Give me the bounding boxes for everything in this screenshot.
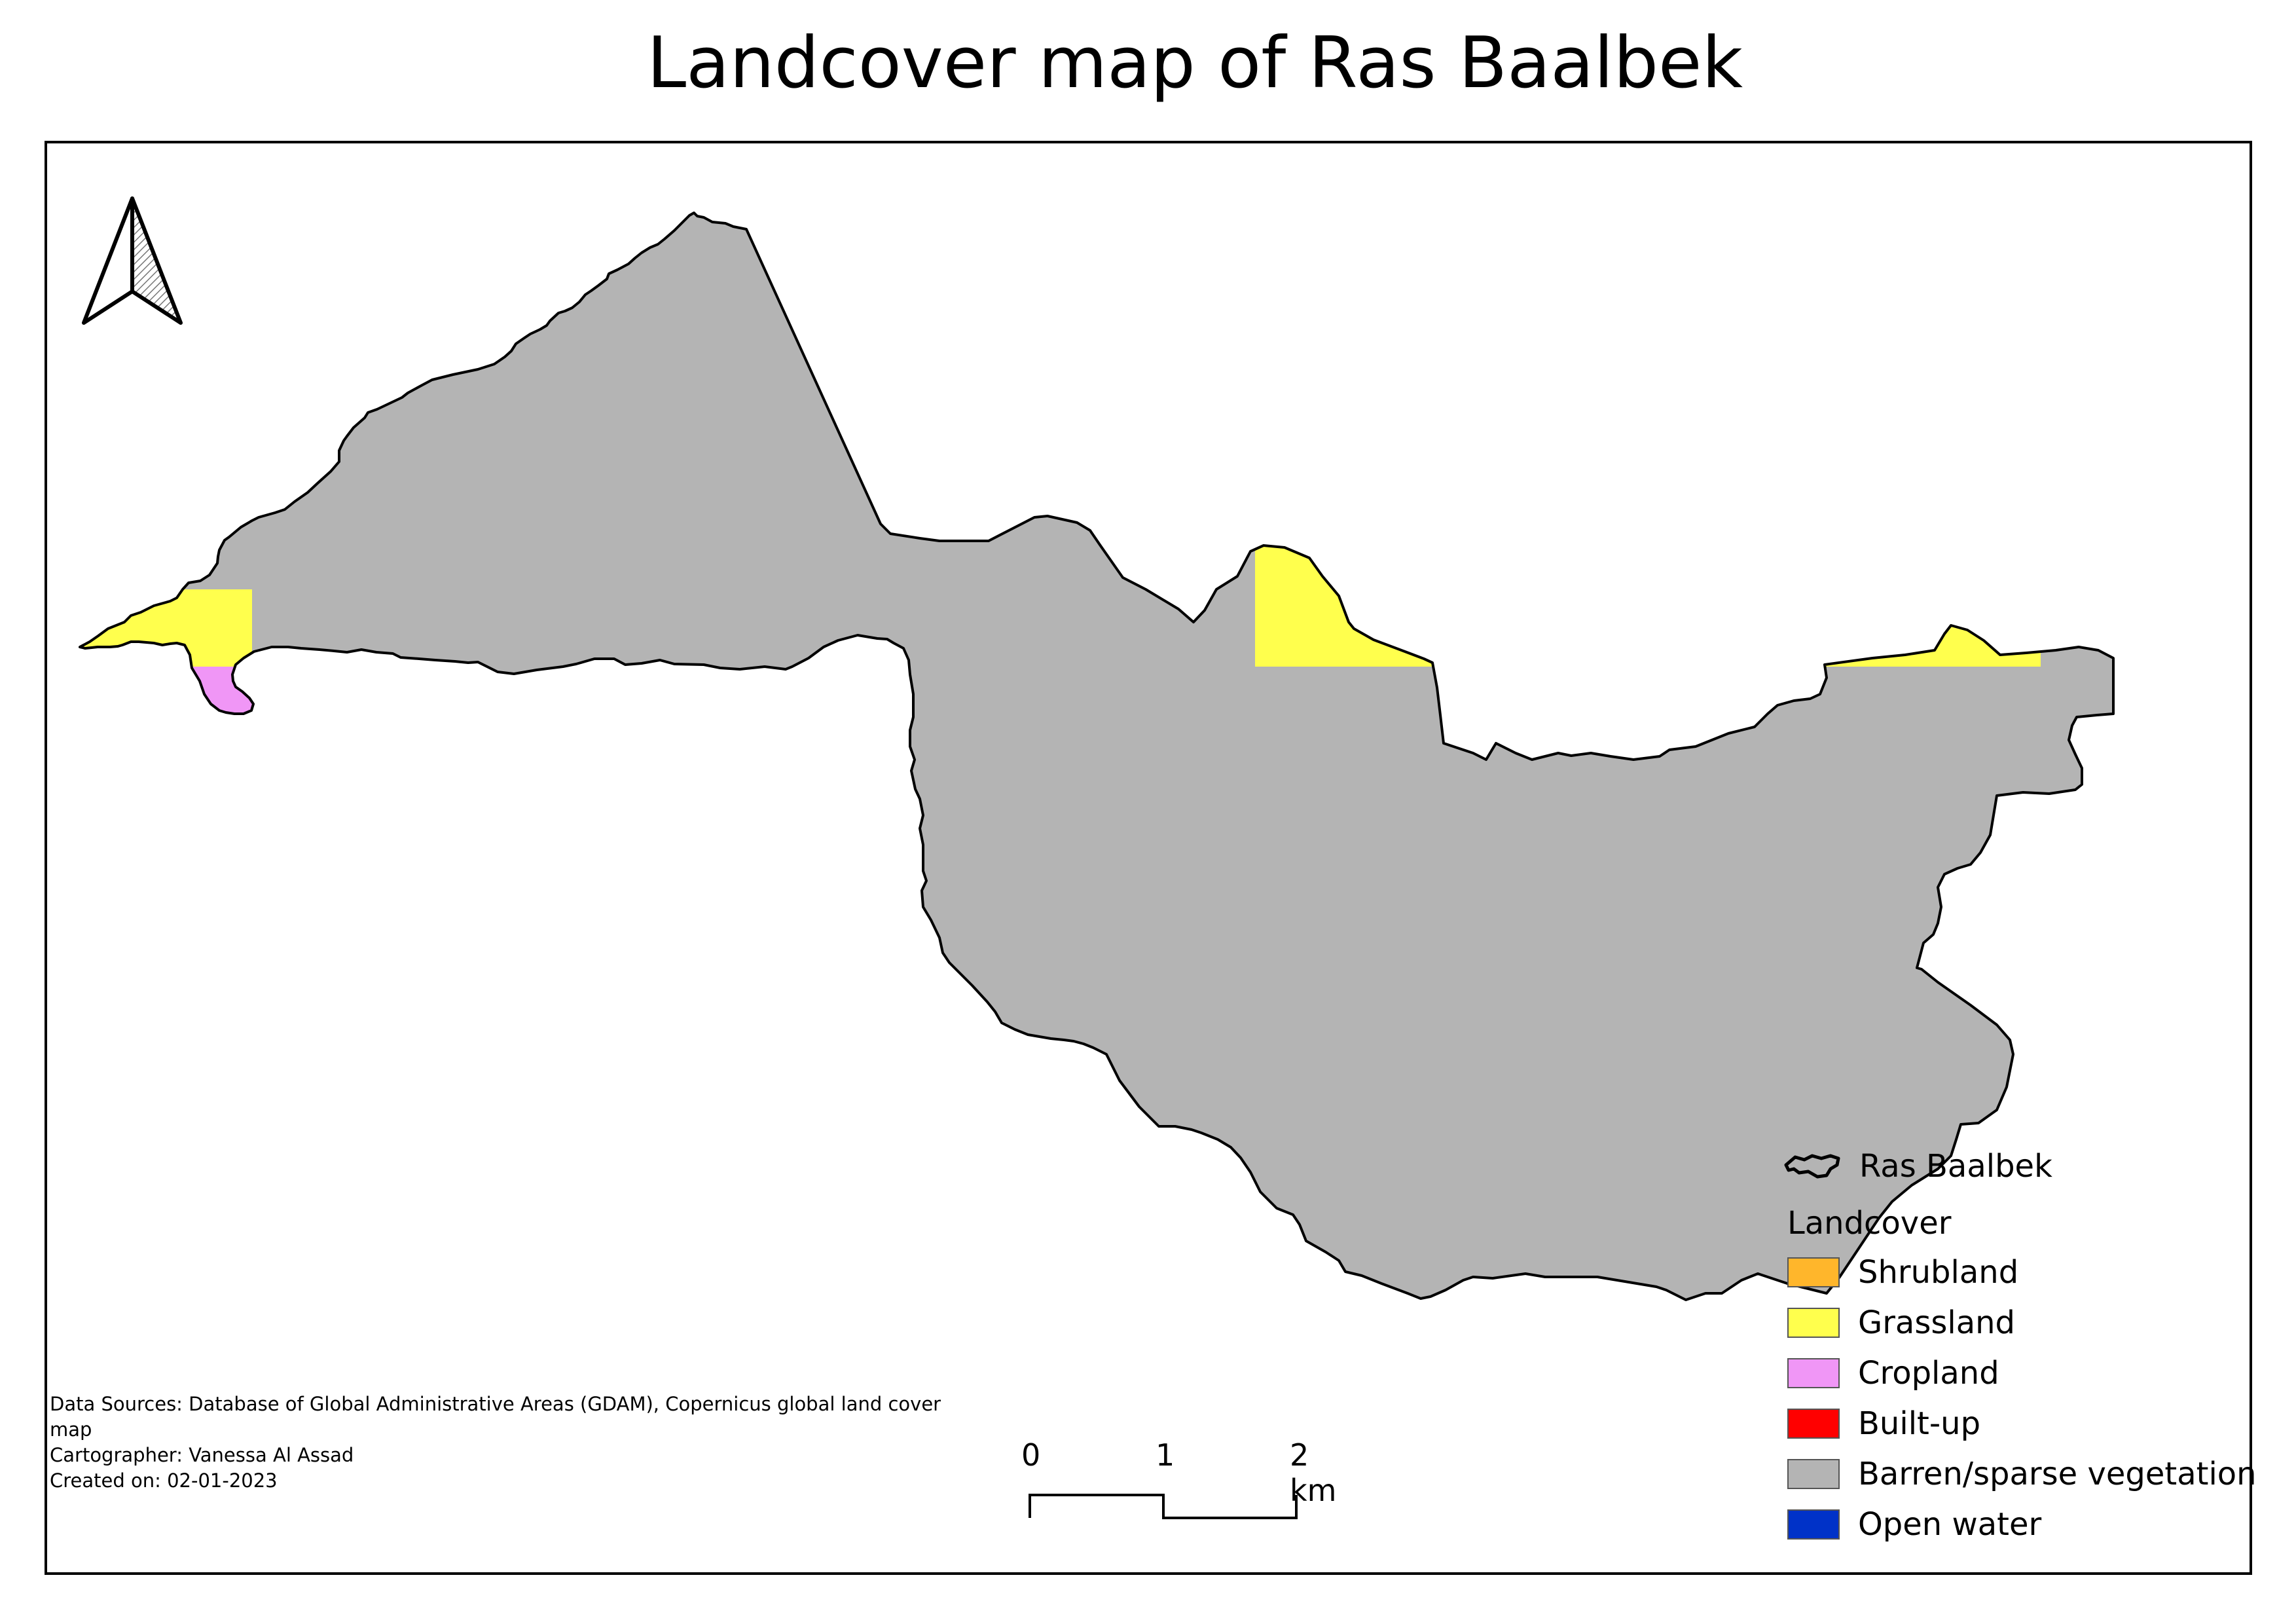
legend-swatch bbox=[1787, 1308, 1840, 1338]
legend-swatch bbox=[1787, 1257, 1840, 1287]
map-title: Landcover map of Ras Baalbek bbox=[646, 22, 1743, 104]
legend-label: Barren/sparse vegetation bbox=[1858, 1456, 2257, 1492]
legend-item-cropland: Cropland bbox=[1787, 1355, 2296, 1394]
legend-label: Shrubland bbox=[1858, 1254, 2019, 1291]
scale-label-0: 0 bbox=[1021, 1437, 1041, 1473]
legend-label: Grassland bbox=[1858, 1304, 2015, 1341]
legend-item-built-up: Built-up bbox=[1787, 1405, 2296, 1445]
map-credits: Data Sources: Database of Global Adminis… bbox=[50, 1392, 966, 1494]
legend-label: Open water bbox=[1858, 1506, 2042, 1543]
legend-item-open-water: Open water bbox=[1787, 1506, 2296, 1545]
legend-item-shrubland: Shrubland bbox=[1787, 1254, 2296, 1293]
legend-label: Cropland bbox=[1858, 1355, 1999, 1392]
cropland-area-west bbox=[80, 667, 252, 798]
created-date-text: Created on: 02-01-2023 bbox=[50, 1469, 278, 1492]
legend-group-title: Landcover bbox=[1787, 1205, 1952, 1242]
legend-item-barren: Barren/sparse vegetation bbox=[1787, 1456, 2296, 1495]
legend-swatch bbox=[1787, 1459, 1840, 1489]
scale-bar-graphic bbox=[1029, 1494, 1298, 1519]
scale-label-1: 1 bbox=[1156, 1437, 1175, 1473]
boundary-outline-icon bbox=[1784, 1154, 1840, 1179]
legend-item-grassland: Grassland bbox=[1787, 1304, 2296, 1344]
legend-swatch bbox=[1787, 1358, 1840, 1388]
data-sources-text: Data Sources: Database of Global Adminis… bbox=[50, 1393, 941, 1441]
legend-label: Built-up bbox=[1858, 1405, 1981, 1442]
cartographer-text: Cartographer: Vanessa Al Assad bbox=[50, 1444, 354, 1466]
legend-boundary-entry: Ras Baalbek bbox=[1782, 1143, 2280, 1189]
map-frame bbox=[45, 141, 2252, 1575]
north-arrow-icon bbox=[82, 196, 183, 325]
legend-boundary-label: Ras Baalbek bbox=[1859, 1148, 2052, 1185]
legend-swatch bbox=[1787, 1509, 1840, 1540]
grassland-area-west bbox=[80, 589, 252, 667]
legend-swatch bbox=[1787, 1409, 1840, 1439]
grassland-area-east bbox=[1255, 213, 2041, 667]
